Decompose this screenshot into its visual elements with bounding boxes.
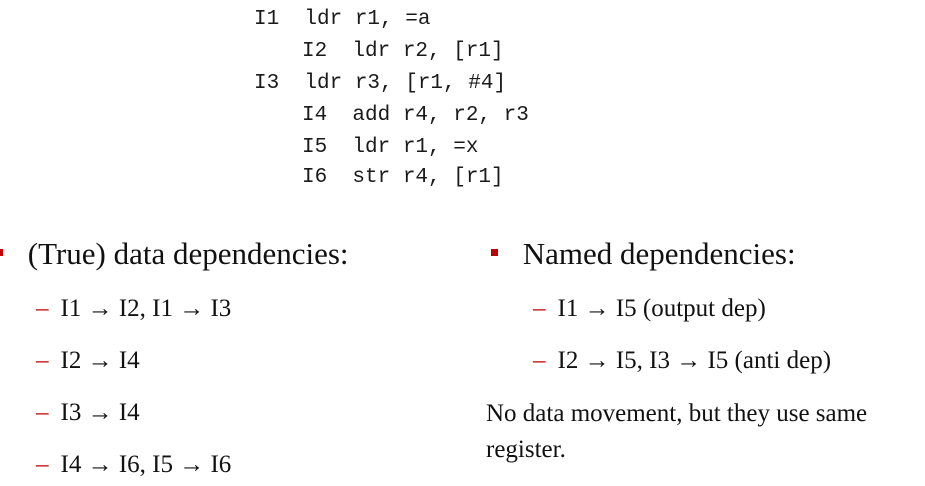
bullet-square-icon bbox=[0, 249, 3, 257]
dash-icon: – bbox=[36, 399, 49, 426]
named-dependencies-heading: Named dependencies: bbox=[491, 236, 796, 272]
named-dep-item-1: – I1 → I5 (output dep) bbox=[533, 294, 766, 324]
code-line-i3: I3 ldr r3, [r1, #4] bbox=[254, 72, 507, 95]
named-dep-item-1-text: I1 → I5 (output dep) bbox=[557, 295, 766, 322]
true-dep-item-4: – I4 → I6, I5 → I6 bbox=[36, 450, 231, 480]
true-dep-item-3: – I3 → I4 bbox=[36, 398, 140, 428]
named-dependencies-heading-text: Named dependencies: bbox=[522, 236, 796, 271]
true-dep-item-1-text: I1 → I2, I1 → I3 bbox=[60, 295, 232, 322]
code-line-i2: I2 ldr r2, [r1] bbox=[302, 40, 504, 63]
dash-icon: – bbox=[36, 451, 49, 478]
named-dep-item-2: – I2 → I5, I3 → I5 (anti dep) bbox=[533, 346, 831, 376]
true-dep-item-2: – I2 → I4 bbox=[36, 346, 140, 376]
named-dependencies-note: No data movement, but they use same regi… bbox=[486, 400, 868, 463]
true-dep-item-2-text: I2 → I4 bbox=[60, 347, 140, 374]
code-line-i5: I5 ldr r1, =x bbox=[302, 136, 479, 159]
named-dep-item-2-text: I2 → I5, I3 → I5 (anti dep) bbox=[557, 347, 832, 374]
dash-icon: – bbox=[36, 295, 49, 322]
true-dep-item-4-text: I4 → I6, I5 → I6 bbox=[60, 451, 232, 478]
dash-icon: – bbox=[533, 295, 546, 322]
true-dep-item-3-text: I3 → I4 bbox=[60, 399, 140, 426]
code-line-i6: I6 str r4, [r1] bbox=[302, 166, 504, 189]
true-dependencies-heading-text: (True) data dependencies: bbox=[27, 236, 349, 271]
dash-icon: – bbox=[36, 347, 49, 374]
dash-icon: – bbox=[533, 347, 546, 374]
bullet-square-icon bbox=[491, 249, 498, 257]
code-line-i4: I4 add r4, r2, r3 bbox=[302, 104, 529, 127]
true-dep-item-1: – I1 → I2, I1 → I3 bbox=[36, 294, 231, 324]
code-line-i1: I1 ldr r1, =a bbox=[254, 8, 431, 31]
true-dependencies-heading: (True) data dependencies: bbox=[0, 236, 349, 272]
